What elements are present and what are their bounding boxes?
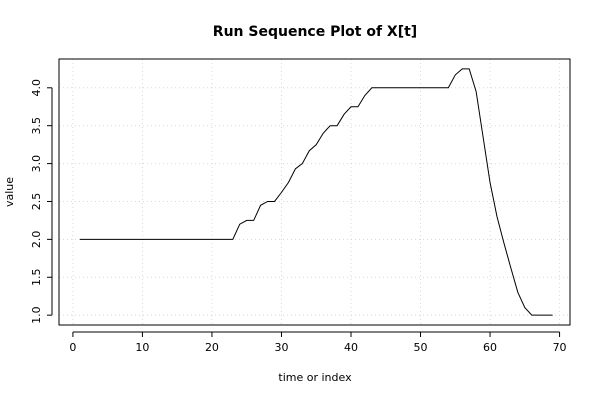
grid [59,59,570,325]
y-tick-label: 1.5 [30,269,43,287]
x-tick-label: 60 [483,341,497,354]
y-tick-label: 3.0 [30,155,43,173]
chart-title: Run Sequence Plot of X[t] [213,24,417,40]
y-axis: 1.0 1.5 2.0 2.5 3.0 3.5 4.0 [30,79,53,324]
x-axis: 0 10 20 30 40 50 60 70 [69,331,567,354]
x-axis-label: time or index [278,371,352,384]
y-tick-label: 4.0 [30,79,43,97]
x-tick-label: 40 [344,341,358,354]
y-tick-label: 2.5 [30,193,43,211]
y-tick-label: 2.0 [30,231,43,249]
x-tick-label: 0 [69,341,76,354]
x-tick-label: 70 [553,341,567,354]
plot-frame [58,58,571,326]
y-axis-label: value [3,177,16,207]
y-tick-label: 3.5 [30,117,43,134]
y-tick-label: 1.0 [30,306,43,324]
x-tick-label: 30 [274,341,288,354]
x-tick-label: 20 [205,341,219,354]
x-tick-label: 50 [414,341,428,354]
x-tick-label: 10 [135,341,149,354]
series-line [79,68,553,316]
